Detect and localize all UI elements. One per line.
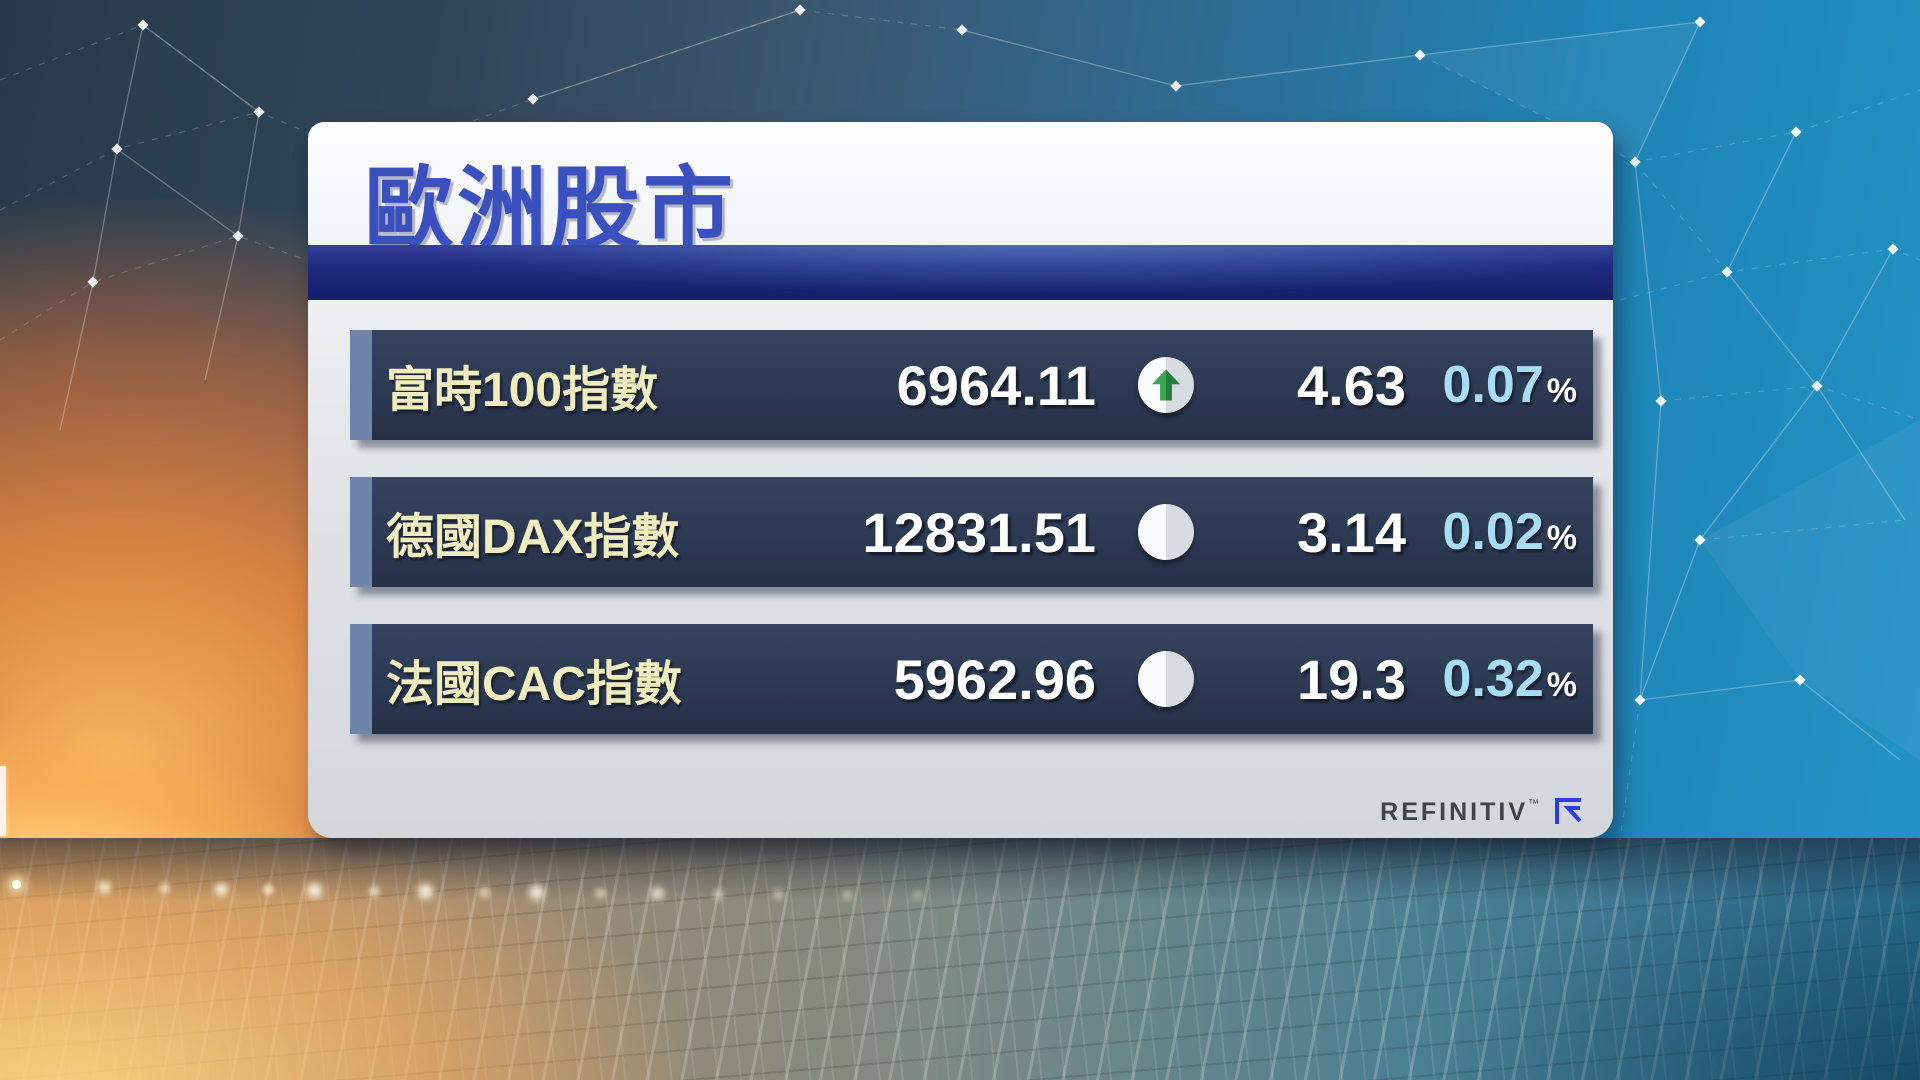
title-underline-bar: [308, 245, 1613, 300]
index-name: 法國CAC指數: [386, 658, 682, 711]
percent-sign: %: [1546, 519, 1577, 557]
floor-texture: [0, 838, 1920, 1080]
index-percent: 0.07%: [1442, 356, 1577, 414]
table-row-cac: 法國CAC指數 5962.96 19.3 0.32%: [350, 624, 1593, 734]
index-name: 德國DAX指數: [386, 511, 680, 564]
down-arrow-icon: [1138, 651, 1194, 707]
up-arrow-icon: [1138, 357, 1194, 413]
table-row-dax: 德國DAX指數 12831.51 3.14 0.02%: [350, 477, 1593, 587]
table-row-ftse100: 富時100指數 6964.11 4.63 0.07%: [350, 330, 1593, 440]
index-value: 12831.51: [862, 500, 1096, 564]
direction-cell: [1096, 357, 1236, 413]
percent-sign: %: [1546, 666, 1577, 704]
data-provider-branding: REFINITIV ™: [1380, 794, 1587, 830]
index-percent: 0.32%: [1442, 650, 1577, 708]
index-value: 5962.96: [893, 647, 1096, 711]
direction-cell: [1096, 651, 1236, 707]
index-change: 3.14: [1297, 500, 1406, 564]
provider-name: REFINITIV: [1380, 797, 1528, 826]
refinitiv-logo-icon: [1555, 798, 1582, 824]
page-title: 歐洲股市: [364, 160, 736, 260]
index-name: 富時100指數: [386, 364, 659, 417]
index-value: 6964.11: [896, 353, 1096, 417]
down-arrow-icon: [1138, 504, 1194, 560]
trademark-symbol: ™: [1528, 798, 1539, 810]
percent-sign: %: [1546, 372, 1577, 410]
market-panel: 歐洲股市 富時100指數 6964.11 4.63: [308, 122, 1613, 838]
index-change: 4.63: [1297, 353, 1406, 417]
index-change: 19.3: [1297, 647, 1406, 711]
direction-cell: [1096, 504, 1236, 560]
index-percent: 0.02%: [1442, 503, 1577, 561]
floor-light-dots: [12, 880, 21, 889]
left-edge-artifact: [0, 766, 6, 836]
